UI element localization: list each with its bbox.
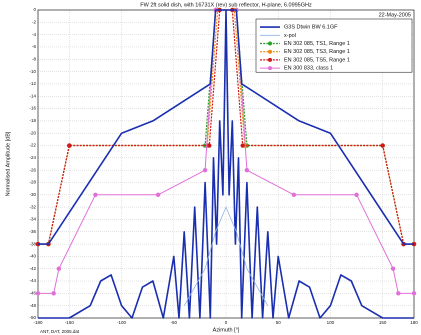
y-tick-label: -14	[29, 93, 36, 98]
legend-label: EN 300 833, class 1	[284, 66, 333, 72]
point	[51, 291, 56, 296]
point	[240, 143, 245, 148]
y-tick-label: -16	[29, 106, 36, 111]
y-tick-label: -28	[29, 180, 36, 185]
series-line	[183, 206, 269, 306]
point	[35, 291, 41, 296]
y-tick-label: -50	[29, 315, 36, 320]
y-tick-label: -18	[29, 118, 36, 123]
y-tick-label: -26	[29, 167, 36, 172]
point	[56, 266, 62, 271]
point	[244, 167, 250, 173]
legend-label: EN 302 085, TS1, Range 1	[284, 41, 350, 47]
point	[93, 192, 98, 197]
x-tick-label: 50	[276, 320, 282, 325]
y-tick-label: -2	[32, 20, 36, 25]
y-tick-label: 0	[33, 7, 36, 12]
point	[155, 192, 161, 197]
y-tick-label: -4	[32, 32, 36, 37]
x-tick-label: -100	[117, 320, 127, 325]
legend-label: x-pol	[284, 33, 296, 39]
y-tick-label: -8	[32, 56, 36, 61]
y-tick-label: -6	[32, 44, 36, 49]
chart-title: FW 2ft solid dish, with 16731X (rev) sub…	[140, 2, 312, 8]
point	[202, 167, 208, 173]
x-tick-label: 100	[327, 320, 335, 325]
y-tick-label: -44	[29, 278, 36, 283]
x-tick-label: 180	[410, 320, 418, 325]
y-tick-label: -36	[29, 229, 36, 234]
y-tick-label: -34	[29, 217, 36, 222]
point	[390, 266, 396, 271]
x-tick-label: -180	[33, 320, 43, 325]
legend-label: EN 302 085, TS3, Range 1	[284, 49, 350, 55]
point	[67, 143, 72, 148]
x-tick-label: 0	[225, 320, 228, 325]
legend-marker	[268, 57, 272, 62]
y-tick-label: -30	[29, 192, 36, 197]
legend-marker	[268, 66, 272, 71]
y-tick-label: -40	[29, 254, 36, 259]
legend-label: G3S Dtwin BW 6.1GF	[284, 25, 338, 31]
series-line	[38, 9, 414, 245]
x-tick-label: -150	[65, 320, 75, 325]
legend-label: EN 302 085, TS5, Range 1	[284, 57, 350, 63]
y-tick-label: -42	[29, 266, 36, 271]
point	[291, 192, 297, 197]
point	[207, 143, 212, 148]
y-axis-label: Normalised Amplitude [dB]	[5, 131, 11, 196]
y-tick-label: -10	[29, 69, 36, 74]
point	[396, 291, 401, 296]
x-tick-label: 150	[379, 320, 387, 325]
x-tick-label: -50	[171, 320, 178, 325]
legend-marker	[268, 49, 272, 54]
y-tick-label: -32	[29, 204, 36, 209]
y-tick-label: -12	[29, 81, 36, 86]
y-tick-label: -22	[29, 143, 36, 148]
y-tick-label: -48	[29, 303, 36, 308]
y-tick-label: -46	[29, 291, 36, 296]
point	[354, 192, 359, 197]
date: 22-May-2005	[379, 12, 411, 18]
legend-box	[255, 18, 413, 73]
y-tick-label: -20	[29, 130, 36, 135]
legend-marker	[268, 41, 272, 46]
footnote: ANT, DAT, 2005.dat	[40, 329, 80, 334]
y-tick-label: -24	[29, 155, 36, 160]
point	[380, 143, 385, 148]
x-axis-label: Azimuth [°]	[213, 327, 240, 333]
y-tick-label: -38	[29, 241, 36, 246]
point	[411, 291, 417, 296]
